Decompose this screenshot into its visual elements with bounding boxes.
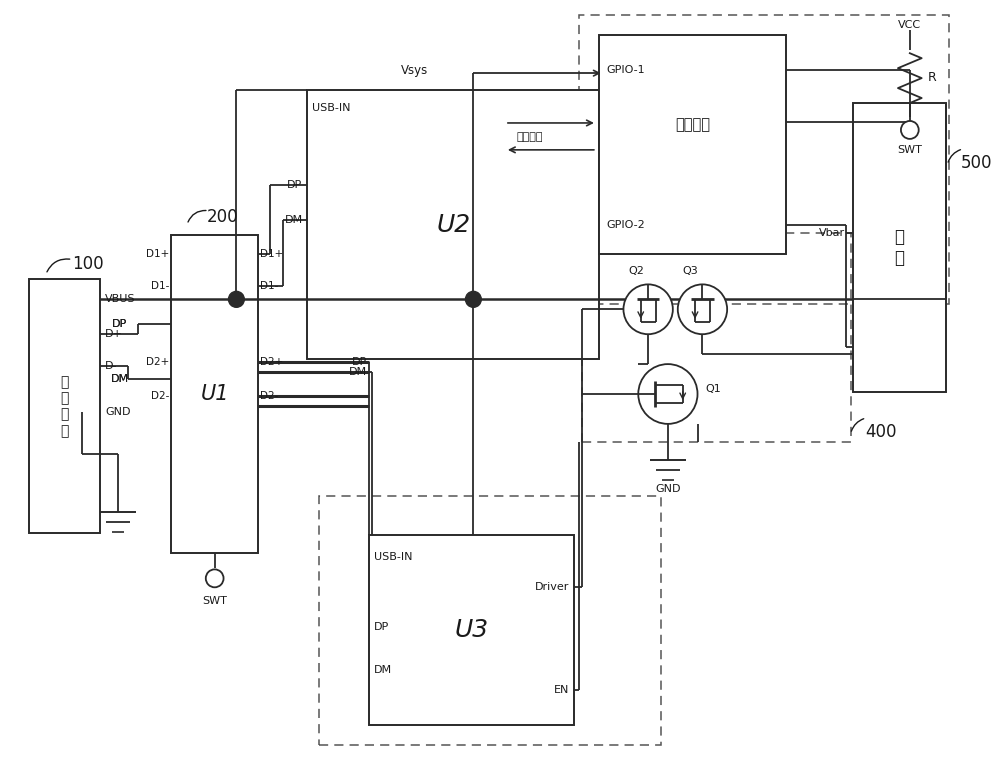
Text: Q3: Q3 [683,267,698,277]
Bar [171,234,258,554]
Text: DP: DP [112,319,128,329]
Bar [579,16,949,304]
Circle shape [228,292,244,307]
Circle shape [638,364,698,424]
Text: Q1: Q1 [705,384,721,394]
Text: USB-IN: USB-IN [374,553,412,562]
Text: VBUS: VBUS [105,294,136,304]
Text: DM: DM [349,367,367,377]
Text: GND: GND [105,407,131,417]
Text: U3: U3 [454,618,488,642]
Bar [319,495,661,745]
Text: DP: DP [287,180,303,190]
Text: DP: DP [112,319,128,329]
Text: DM: DM [284,215,303,224]
Text: GND: GND [655,484,681,494]
Text: 100: 100 [72,256,104,274]
Text: VCC: VCC [898,20,921,31]
Bar [29,279,100,533]
Circle shape [206,569,224,587]
Text: DM: DM [111,374,129,384]
Bar [853,103,946,392]
Text: 控制单元: 控制单元 [675,118,710,132]
Text: D1+: D1+ [260,249,283,260]
Text: Vsys: Vsys [401,64,429,77]
Text: R: R [928,71,936,84]
Text: USB-IN: USB-IN [312,103,351,113]
Text: D1-: D1- [151,281,169,292]
Text: DP: DP [351,357,367,367]
Text: Q2: Q2 [628,267,644,277]
Circle shape [623,285,673,334]
Circle shape [465,292,481,307]
Text: SWT: SWT [897,145,922,155]
Text: U1: U1 [200,384,229,404]
Bar [582,233,851,442]
Bar [599,35,786,255]
Bar [307,90,599,359]
Circle shape [678,285,727,334]
Text: GPIO-2: GPIO-2 [607,220,645,230]
Text: D1+: D1+ [146,249,169,260]
Text: 400: 400 [865,423,897,441]
Text: 充
电
接
口: 充 电 接 口 [60,376,69,437]
Text: D2-: D2- [151,391,169,401]
Bar [369,535,574,725]
Text: Vbar: Vbar [819,228,845,238]
Text: DM: DM [374,665,392,675]
Text: 电
池: 电 池 [894,228,904,267]
Text: D-: D- [105,361,118,371]
Text: GPIO-1: GPIO-1 [607,65,645,75]
Text: D+: D+ [105,329,123,339]
Text: 200: 200 [207,208,238,226]
Text: EN: EN [554,685,569,695]
Text: D2+: D2+ [260,357,283,367]
Text: DM: DM [111,374,129,384]
Text: DP: DP [374,622,389,632]
Text: Driver: Driver [535,583,569,592]
Text: D1-: D1- [260,281,278,292]
Text: D2+: D2+ [146,357,169,367]
Text: SWT: SWT [202,597,227,606]
Text: 500: 500 [961,154,993,172]
Text: 数据通信: 数据通信 [516,132,543,142]
Circle shape [901,121,919,139]
Text: D2-: D2- [260,391,278,401]
Text: U2: U2 [436,212,470,237]
